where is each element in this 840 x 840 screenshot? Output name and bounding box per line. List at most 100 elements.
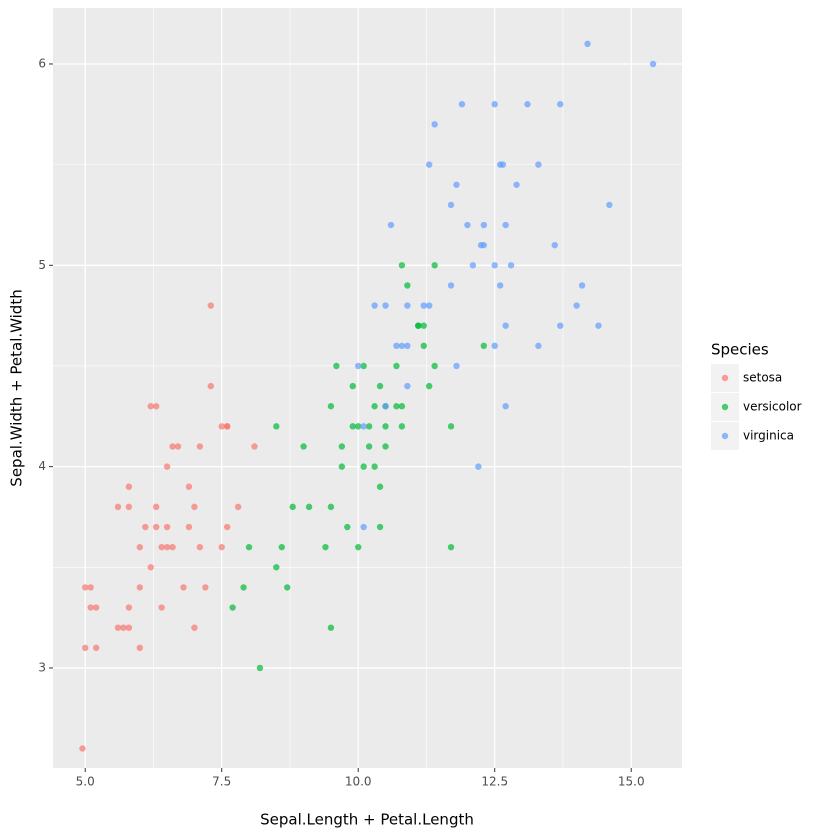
point	[196, 543, 204, 551]
point	[163, 523, 171, 531]
point	[573, 302, 580, 309]
point	[371, 463, 378, 470]
legend-marker	[721, 403, 729, 411]
point	[376, 523, 384, 531]
point	[82, 644, 89, 652]
point	[87, 584, 94, 591]
point	[92, 644, 100, 652]
point	[382, 302, 389, 309]
point	[447, 423, 455, 430]
point	[125, 624, 133, 631]
point	[404, 342, 411, 350]
point	[360, 362, 367, 370]
legend-label: versicolor	[743, 400, 802, 414]
point	[152, 523, 160, 531]
point	[557, 101, 564, 108]
point	[502, 403, 509, 410]
point	[322, 543, 329, 551]
point	[420, 322, 427, 329]
point	[649, 60, 657, 68]
point	[158, 604, 165, 611]
x-axis-title: Sepal.Length + Petal.Length	[260, 811, 474, 829]
point	[344, 523, 351, 531]
point	[273, 564, 280, 571]
x-tick-label: 12.5	[481, 775, 508, 789]
point	[289, 503, 296, 511]
x-tick-label: 10.0	[345, 775, 372, 789]
point	[207, 382, 214, 390]
y-tick-label: 3	[38, 660, 46, 674]
point	[355, 543, 362, 551]
point	[300, 443, 307, 450]
point	[360, 423, 367, 430]
point	[447, 201, 455, 209]
point	[163, 543, 171, 551]
point	[355, 423, 362, 430]
point	[420, 342, 427, 350]
point	[273, 423, 280, 430]
point	[431, 362, 438, 370]
point	[79, 745, 86, 752]
point	[371, 302, 378, 309]
point	[606, 201, 613, 209]
point	[382, 423, 389, 430]
point	[404, 282, 411, 289]
point	[425, 302, 433, 309]
point	[305, 503, 313, 511]
point	[382, 443, 389, 450]
point	[207, 302, 214, 309]
y-tick-label: 4	[38, 459, 46, 473]
point	[453, 181, 460, 188]
point	[469, 262, 477, 269]
point	[136, 584, 144, 591]
point	[393, 362, 400, 370]
point	[196, 443, 204, 450]
point	[158, 543, 165, 551]
point	[229, 604, 236, 611]
point	[387, 221, 395, 229]
point	[234, 503, 242, 511]
point	[327, 403, 335, 410]
point	[502, 322, 509, 329]
point	[502, 221, 509, 229]
point	[169, 443, 176, 450]
point	[327, 503, 335, 511]
point	[513, 181, 520, 188]
point	[202, 584, 209, 591]
point	[365, 423, 373, 430]
point	[191, 503, 198, 511]
point	[349, 382, 356, 390]
y-tick-label: 6	[38, 56, 46, 70]
x-tick-label: 15.0	[618, 775, 645, 789]
point	[376, 382, 384, 390]
point	[393, 342, 400, 350]
point	[382, 403, 389, 410]
point	[169, 543, 176, 551]
point	[92, 604, 100, 611]
point	[415, 322, 422, 329]
point	[496, 282, 504, 289]
point	[458, 101, 466, 108]
y-tick-label: 5	[38, 258, 46, 272]
point	[480, 241, 487, 249]
point	[284, 584, 291, 591]
point	[393, 403, 400, 410]
point	[398, 342, 406, 350]
point	[480, 342, 487, 350]
point	[125, 483, 133, 490]
point	[475, 463, 482, 470]
point	[125, 503, 133, 511]
point	[114, 503, 122, 511]
point	[245, 543, 253, 551]
point	[278, 543, 285, 551]
point	[360, 523, 367, 531]
x-tick-label: 5.0	[76, 775, 95, 789]
point	[125, 604, 133, 611]
panel-background	[53, 8, 682, 768]
point	[447, 543, 455, 551]
point	[180, 584, 187, 591]
point	[365, 443, 373, 450]
point	[191, 624, 198, 631]
point	[223, 423, 231, 430]
